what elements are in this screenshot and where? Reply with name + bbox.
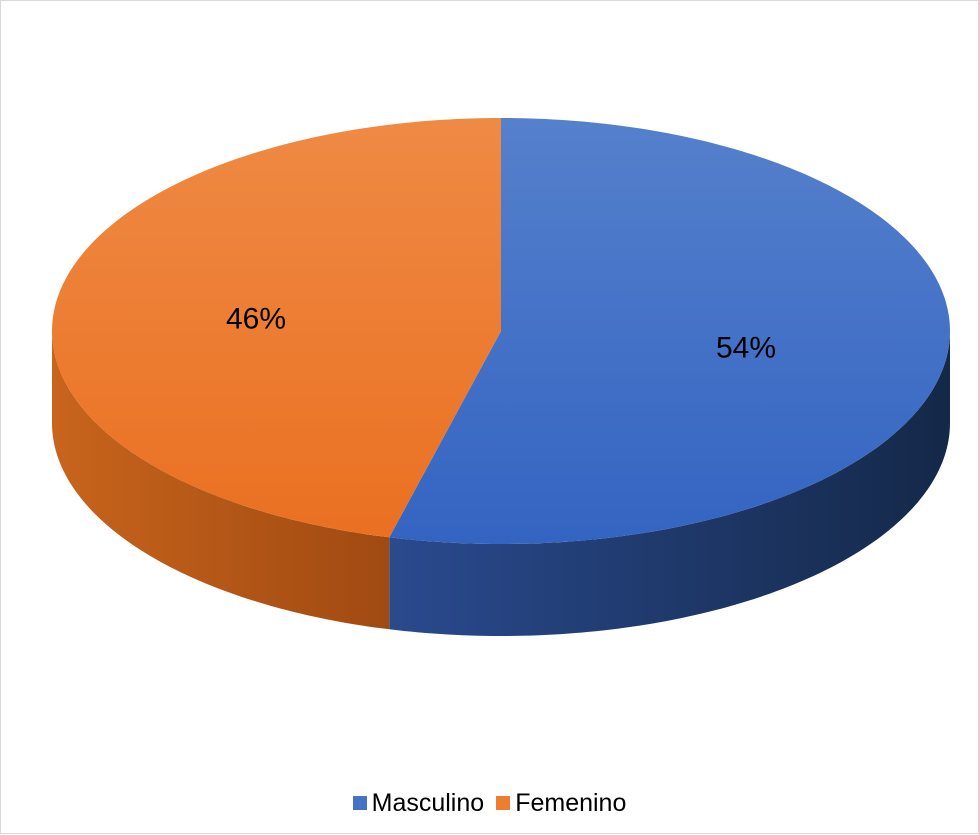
pie-slice-femenino (52, 118, 501, 538)
data-label-femenino: 46% (226, 302, 286, 335)
legend-label-femenino: Femenino (515, 788, 627, 817)
legend-label-masculino: Masculino (371, 788, 485, 817)
pie-slice-masculino (389, 118, 950, 544)
legend: Masculino Femenino (1, 787, 978, 819)
legend-entry-masculino: Masculino (352, 788, 485, 818)
pie-slice-side-masculino (389, 331, 951, 636)
pie-slice-side-femenino (52, 331, 390, 630)
data-label-masculino: 54% (716, 332, 776, 365)
legend-swatch-masculino (352, 796, 367, 810)
legend-entry-femenino: Femenino (496, 789, 626, 818)
legend-swatch-femenino (496, 796, 511, 810)
